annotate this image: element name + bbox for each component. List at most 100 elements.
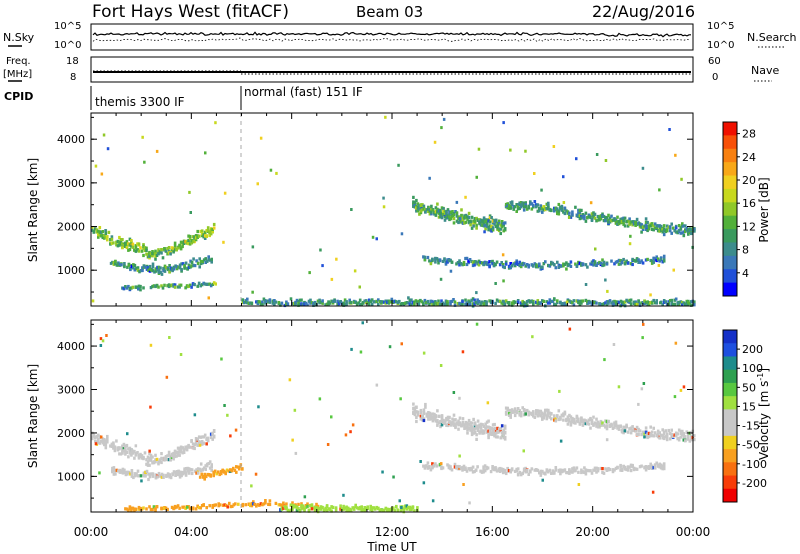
velocity-echo-cell — [479, 426, 483, 430]
power-echo-cell — [658, 226, 661, 230]
power-echo-cell — [256, 182, 259, 186]
velocity-echo-cell — [126, 432, 129, 436]
power-echo-cell — [503, 303, 506, 307]
velocity-echo-cell — [158, 459, 162, 463]
velocity-echo-cell — [641, 336, 644, 340]
power-echo-cell — [445, 216, 448, 220]
velocity-echo-cell — [507, 411, 511, 415]
power-echo-cell — [559, 207, 562, 211]
power-echo-cell — [157, 248, 160, 252]
power-echo-cell — [602, 260, 606, 264]
power-echo-cell — [130, 240, 133, 244]
power-echo-cell — [194, 236, 198, 240]
velocity-echo-cell — [237, 502, 240, 506]
power-echo-cell — [578, 302, 582, 306]
velocity-echo-cell — [130, 506, 133, 510]
power-echo-cell — [556, 260, 559, 264]
power-echo-cell — [256, 301, 260, 305]
velocity-echo-cell — [532, 411, 535, 416]
power-echo-cell — [492, 264, 496, 268]
velocity-echo-cell — [386, 507, 389, 511]
velocity-echo-cell — [413, 406, 417, 410]
power-echo-cell — [448, 217, 451, 222]
power-echo-cell — [644, 223, 648, 227]
velocity-echo-cell — [400, 506, 403, 509]
power-echo-cell — [593, 260, 597, 264]
velocity-echo-cell — [134, 507, 138, 511]
power-echo-cell — [493, 222, 496, 226]
velocity-echo-cell — [170, 455, 174, 459]
velocity-echo-cell — [149, 456, 153, 461]
power-echo-cell — [91, 228, 94, 232]
power-echo-cell — [112, 241, 115, 245]
power-echo-cell — [644, 225, 648, 229]
velocity-echo-cell — [611, 470, 615, 474]
velocity-echo-cell — [638, 465, 642, 469]
velocity-echo-cell — [116, 448, 120, 452]
power-echo-cell — [107, 230, 111, 234]
velocity-echo-cell — [422, 481, 426, 485]
velocity-echo-cell — [157, 460, 160, 464]
velocity-echo-cell — [381, 470, 384, 474]
velocity-echo-cell — [165, 375, 169, 379]
velocity-echo-cell — [170, 505, 174, 509]
power-echo-cell — [635, 217, 639, 221]
power-echo-cell — [682, 301, 686, 305]
velocity-echo-cell — [422, 411, 426, 416]
power-echo-cell — [142, 244, 145, 248]
velocity-echo-cell — [470, 467, 473, 471]
velocity-echo-cell — [596, 467, 600, 471]
power-echo-cell — [580, 214, 583, 218]
velocity-echo-cell — [322, 508, 326, 512]
power-echo-cell — [372, 300, 375, 304]
power-echo-cell — [348, 301, 351, 305]
velocity-echo-cell — [186, 469, 189, 473]
velocity-echo-cell — [653, 466, 657, 470]
velocity-echo-cell — [580, 420, 583, 424]
power-echo-cell — [527, 299, 531, 303]
power-echo-cell — [440, 299, 443, 303]
velocity-echo-cell — [605, 424, 609, 428]
power-echo-cell — [542, 262, 546, 266]
velocity-echo-cell — [470, 425, 474, 429]
velocity-echo-cell — [307, 508, 311, 512]
power-echo-cell — [161, 256, 165, 260]
velocity-echo-cell — [431, 499, 435, 503]
power-echo-cell — [590, 302, 594, 306]
velocity-echo-cell — [522, 449, 525, 453]
velocity-echo-cell — [646, 466, 649, 470]
power-echo-cell — [494, 224, 498, 229]
velocity-echo-cell — [550, 417, 553, 421]
power-echo-cell — [459, 302, 463, 306]
power-echo-cell — [190, 241, 193, 245]
power-echo-cell — [535, 300, 538, 304]
power-echo-cell — [210, 260, 213, 264]
power-ytick-label-0: 1000 — [57, 264, 85, 277]
power-echo-cell — [209, 284, 213, 288]
velocity-echo-cell — [539, 469, 543, 473]
power-echo-cell — [360, 302, 363, 306]
power-echo-cell — [598, 215, 601, 219]
velocity-echo-cell — [208, 466, 212, 470]
velocity-echo-cell — [195, 471, 198, 475]
velocity-echo-cell — [481, 431, 484, 435]
power-echo-cell — [378, 300, 382, 304]
power-echo-cell — [602, 219, 606, 223]
velocity-echo-cell — [577, 483, 581, 486]
power-echo-cell — [436, 202, 439, 206]
power-echo-cell — [142, 246, 145, 250]
velocity-echo-cell — [194, 442, 198, 446]
power-echo-cell — [100, 234, 103, 238]
velocity-echo-cell — [479, 469, 482, 473]
power-echo-cell — [458, 259, 461, 263]
noise-tick-top-right: 10^5 — [707, 21, 734, 32]
power-echo-cell — [572, 299, 576, 303]
power-echo-cell — [154, 254, 157, 258]
power-echo-cell — [509, 204, 512, 208]
velocity-echo-cell — [172, 455, 175, 459]
velocity-echo-cell — [297, 507, 300, 511]
power-echo-cell — [464, 195, 467, 199]
velocity-echo-cell — [496, 426, 499, 430]
velocity-echo-cell — [431, 465, 434, 469]
velocity-echo-cell — [351, 423, 355, 427]
